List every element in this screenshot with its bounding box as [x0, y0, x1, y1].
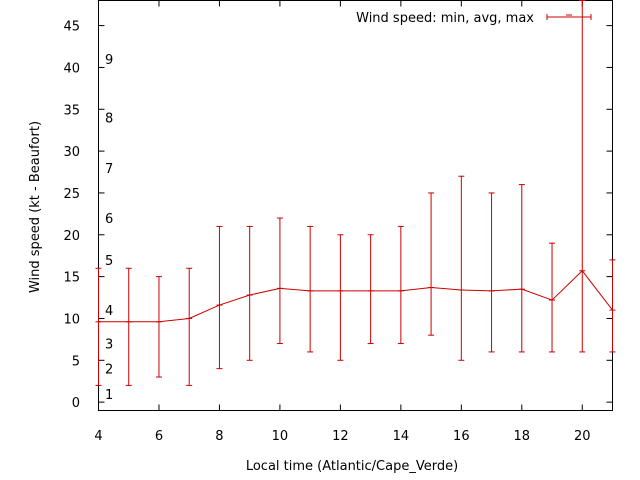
- beaufort-label: 9: [105, 53, 113, 68]
- x-tick-label: 8: [215, 429, 223, 444]
- plot-frame: [98, 0, 613, 411]
- axis-ticks: [98, 0, 613, 411]
- y-tick-label: 30: [63, 145, 80, 160]
- y-tick-label: 0: [72, 396, 80, 411]
- x-tick-label: 12: [332, 429, 349, 444]
- x-tick-label: 4: [94, 429, 102, 444]
- beaufort-label: 7: [105, 162, 113, 177]
- series-line-avg: [98, 270, 613, 323]
- beaufort-label: 1: [105, 388, 113, 403]
- y-tick-label: 15: [63, 271, 80, 286]
- y-tick-label: 40: [63, 61, 80, 76]
- y-tick-label: 20: [63, 229, 80, 244]
- beaufort-labels: 1 2 3 4 5 6 7 8 9: [105, 53, 113, 403]
- x-tick-label: 20: [574, 429, 591, 444]
- x-tick-label: 18: [514, 429, 531, 444]
- y-tick-label: 10: [63, 312, 80, 327]
- legend-label: Wind speed: min, avg, max: [356, 11, 534, 26]
- error-bars: [95, 0, 616, 386]
- x-tick-label: 16: [453, 429, 470, 444]
- y-tick-label: 35: [63, 103, 80, 118]
- beaufort-label: 4: [105, 304, 113, 319]
- beaufort-label: 5: [105, 254, 113, 269]
- beaufort-label: 2: [105, 363, 113, 378]
- y-tick-label: 25: [63, 187, 80, 202]
- x-tick-labels: 4 6 8 10 12 14 16 18 20: [94, 429, 590, 444]
- y-tick-label: 45: [63, 20, 80, 35]
- y-tick-labels: 0 5 10 15 20 25 30 35 40 45: [63, 20, 80, 412]
- legend: Wind speed: min, avg, max: [356, 11, 592, 26]
- legend-sample: [546, 14, 592, 20]
- x-tick-label: 10: [272, 429, 289, 444]
- y-tick-label: 5: [72, 354, 80, 369]
- x-tick-label: 6: [155, 429, 163, 444]
- beaufort-label: 6: [105, 212, 113, 227]
- x-axis-label: Local time (Atlantic/Cape_Verde): [246, 459, 458, 474]
- x-tick-label: 14: [393, 429, 410, 444]
- beaufort-label: 3: [105, 338, 113, 353]
- beaufort-label: 8: [105, 112, 113, 127]
- y-axis-label: Wind speed (kt - Beaufort): [28, 121, 43, 293]
